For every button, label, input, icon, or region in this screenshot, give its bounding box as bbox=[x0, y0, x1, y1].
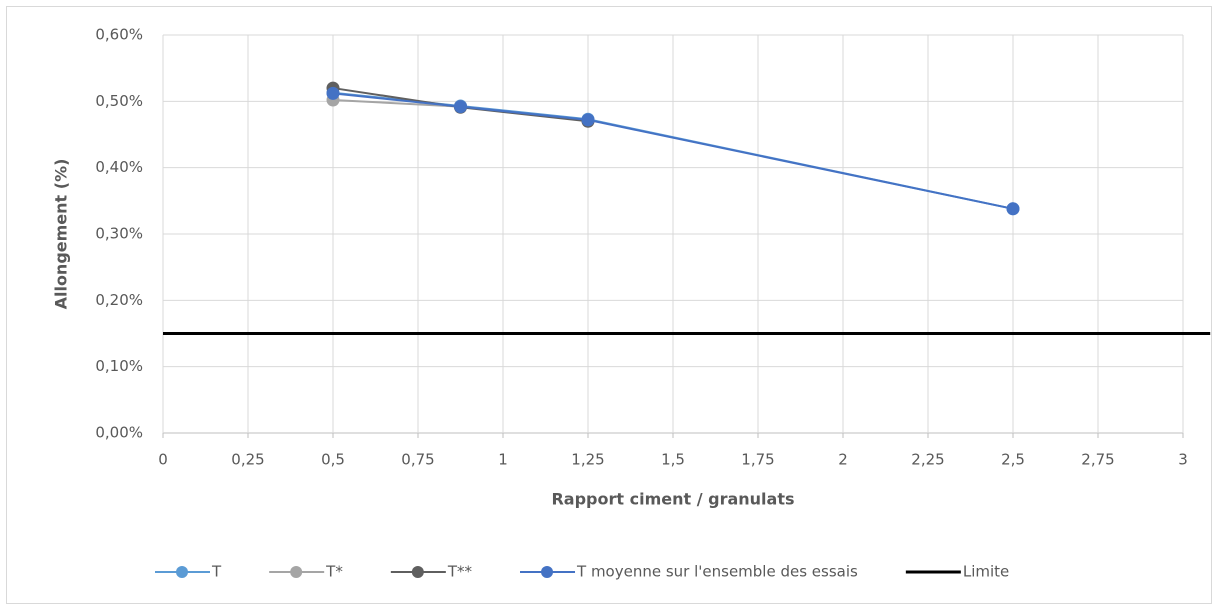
y-tick-label: 0,10% bbox=[95, 357, 143, 375]
legend-marker bbox=[290, 566, 303, 578]
x-tick-label: 0,5 bbox=[321, 451, 345, 469]
x-axis-label: Rapport ciment / granulats bbox=[551, 490, 794, 509]
x-tick-label: 0,25 bbox=[231, 451, 264, 469]
x-tick-label: 2 bbox=[838, 451, 848, 469]
data-point bbox=[454, 100, 467, 114]
legend-marker bbox=[411, 566, 424, 578]
legend-label: T bbox=[211, 563, 222, 581]
y-tick-label: 0,30% bbox=[95, 225, 143, 243]
series-line bbox=[332, 92, 1014, 210]
legend-label: Limite bbox=[963, 563, 1009, 581]
y-axis-label: Allongement (%) bbox=[52, 159, 71, 310]
x-tick-label: 1,25 bbox=[571, 451, 604, 469]
data-point bbox=[326, 86, 340, 100]
y-tick-label: 0,20% bbox=[95, 291, 143, 309]
x-tick-label: 1,75 bbox=[741, 451, 774, 469]
y-tick-label: 0,60% bbox=[95, 26, 143, 44]
x-tick-label: 2,75 bbox=[1081, 451, 1114, 469]
legend-label: T* bbox=[325, 563, 343, 581]
chart-frame bbox=[6, 6, 1212, 604]
y-tick-label: 0,00% bbox=[95, 424, 143, 442]
data-point bbox=[581, 113, 595, 127]
x-tick-label: 3 bbox=[1178, 451, 1188, 469]
legend-label: T** bbox=[447, 563, 473, 581]
x-tick-label: 0,75 bbox=[401, 451, 434, 469]
y-tick-label: 0,40% bbox=[95, 158, 143, 176]
x-tick-label: 0 bbox=[158, 451, 168, 469]
x-tick-label: 1,5 bbox=[661, 451, 685, 469]
legend-marker bbox=[541, 566, 554, 578]
x-tick-label: 2,5 bbox=[1001, 451, 1025, 469]
legend-marker bbox=[176, 566, 188, 578]
y-tick-label: 0,50% bbox=[95, 92, 143, 110]
x-tick-label: 1 bbox=[498, 451, 508, 469]
x-tick-label: 2,25 bbox=[911, 451, 944, 469]
data-point bbox=[1006, 202, 1020, 216]
legend-label: T moyenne sur l'ensemble des essais bbox=[576, 563, 858, 581]
